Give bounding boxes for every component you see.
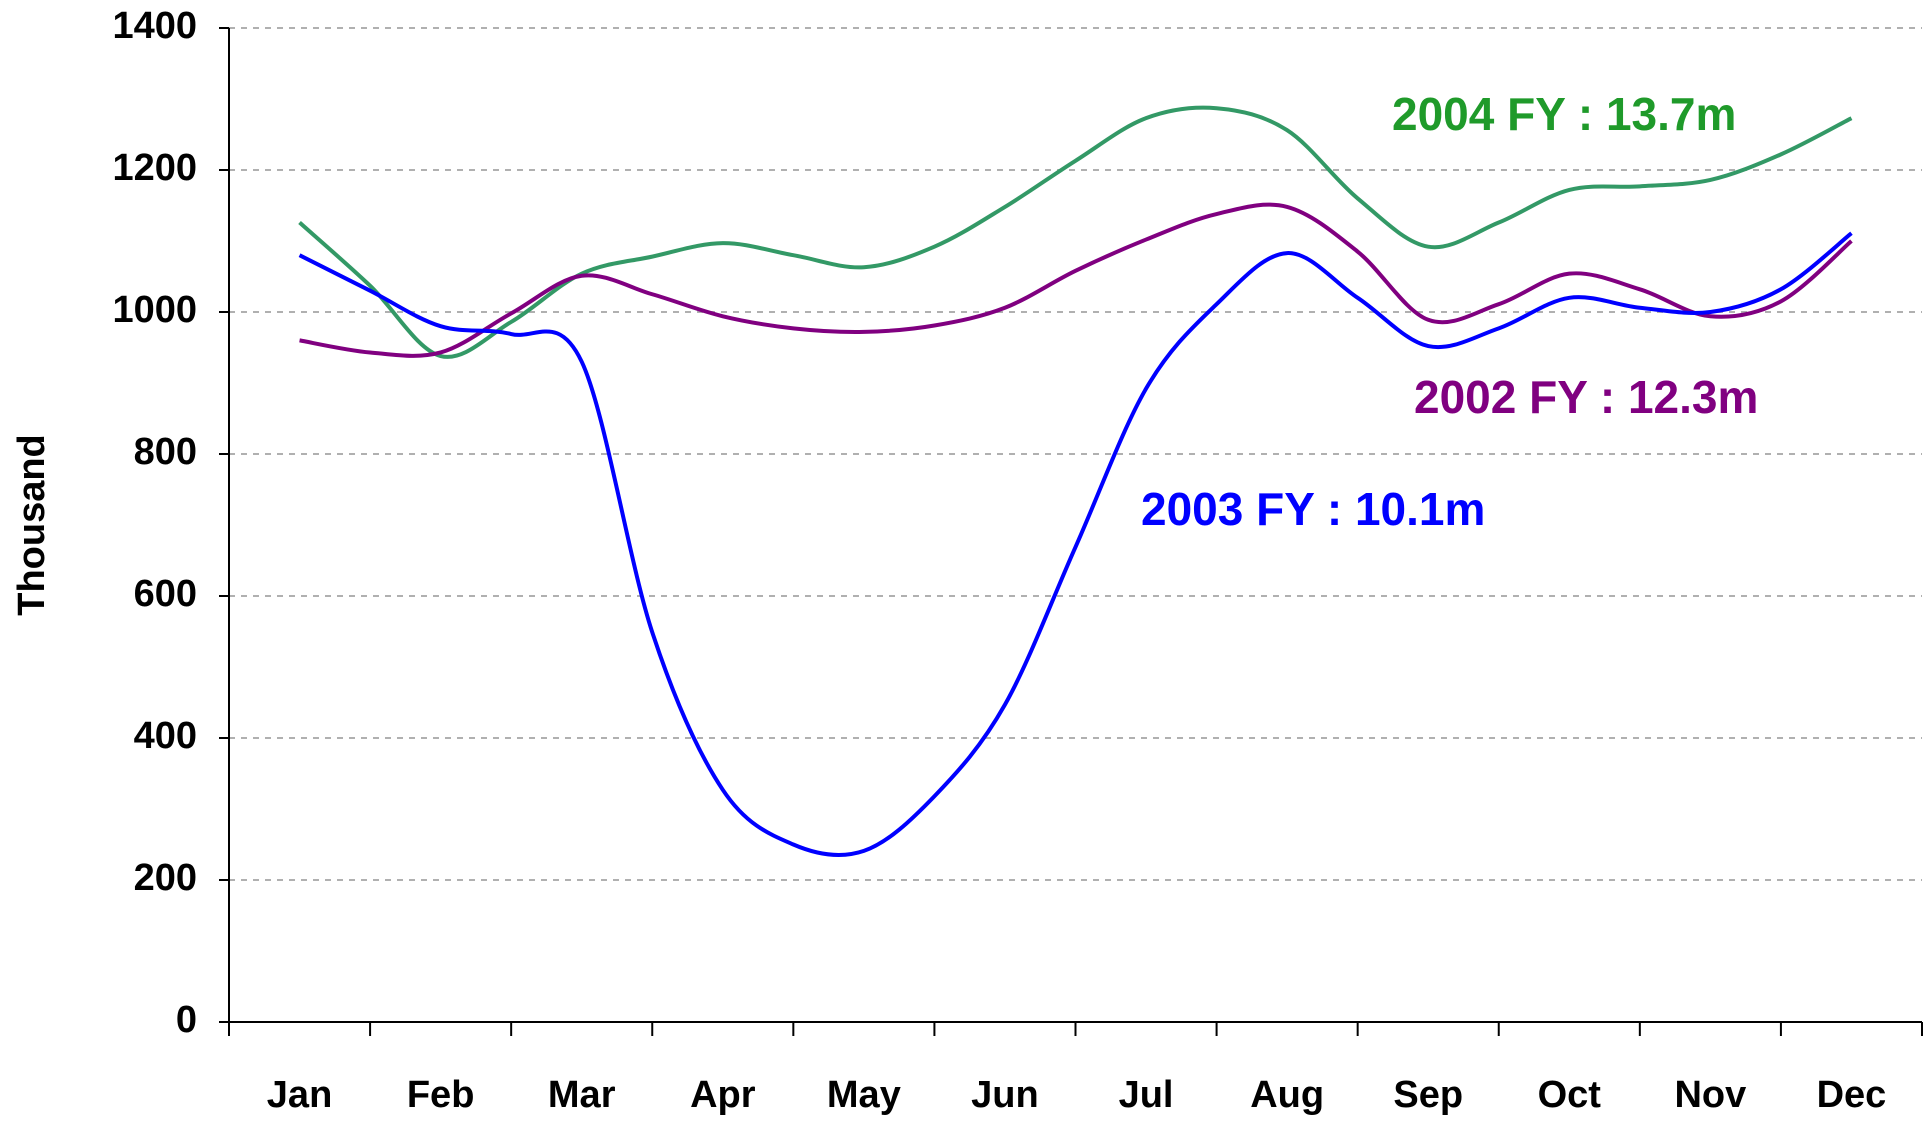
x-tick-label: Jun — [971, 1074, 1039, 1116]
y-tick-label: 1200 — [112, 147, 197, 189]
y-tick-label: 1400 — [112, 5, 197, 47]
x-tick-label: Nov — [1674, 1074, 1746, 1116]
series-line — [298, 105, 1853, 359]
x-tick-label: Aug — [1250, 1074, 1324, 1116]
x-tick-label: Apr — [690, 1074, 756, 1116]
x-tick-label: Feb — [407, 1074, 475, 1116]
x-tick-label: Oct — [1538, 1074, 1602, 1116]
y-tick-label: 1000 — [112, 289, 197, 331]
x-tick-label: Dec — [1817, 1074, 1887, 1116]
y-tick-label: 0 — [176, 999, 197, 1041]
annotation: 2002 FY : 12.3m — [1414, 371, 1758, 423]
y-tick-label: 200 — [134, 857, 197, 899]
series-line — [299, 202, 1853, 358]
x-tick-label: Jan — [267, 1074, 332, 1116]
x-tick-label: Jul — [1119, 1074, 1174, 1116]
y-tick-label: 600 — [134, 573, 197, 615]
annotation: 2004 FY : 13.7m — [1392, 88, 1736, 140]
y-tick-label: 800 — [134, 431, 197, 473]
annotation: 2003 FY : 10.1m — [1141, 483, 1485, 535]
x-tick-label: Mar — [548, 1074, 616, 1116]
series-line — [298, 231, 1853, 858]
x-tick-label: May — [827, 1074, 901, 1116]
y-tick-label: 400 — [134, 715, 197, 757]
y-axis-label: Thousand — [11, 434, 53, 616]
x-tick-label: Sep — [1393, 1074, 1463, 1116]
